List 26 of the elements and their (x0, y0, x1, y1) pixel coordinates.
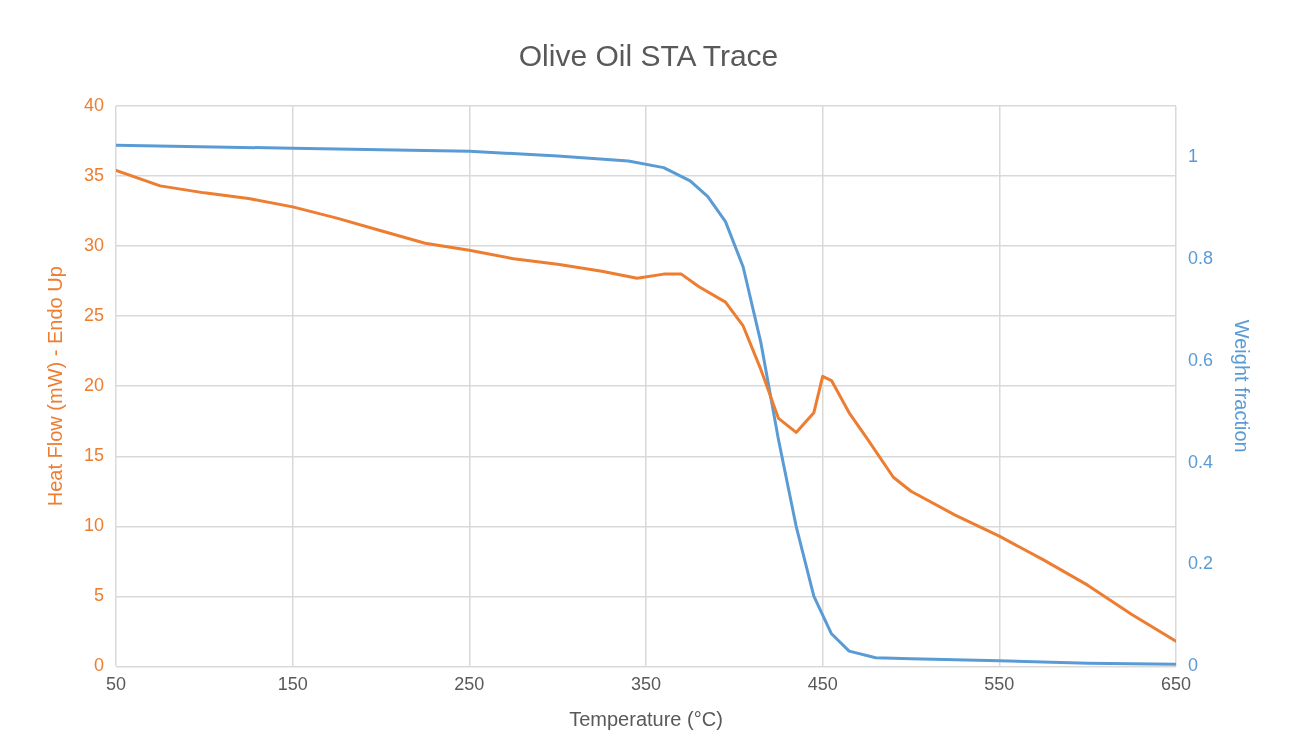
y-tick-label: 5 (94, 585, 105, 606)
y-tick-label: 20 (83, 375, 105, 396)
y2-tick-label: 0.4 (1187, 451, 1214, 472)
y2-axis-title: Weight fraction (1231, 319, 1254, 453)
chart-title: Olive Oil STA Trace (518, 39, 779, 73)
y2-tick-label: 0.6 (1187, 349, 1214, 370)
y2-tick-label: 0.8 (1187, 247, 1214, 268)
y-tick-label: 15 (83, 445, 105, 466)
x-tick-label: 350 (630, 674, 662, 695)
y-tick-label: 10 (83, 515, 105, 536)
y-axis-title: Heat Flow (mW) - Endo Up (43, 266, 66, 507)
x-tick-label: 50 (106, 674, 127, 695)
x-axis-title: Temperature (°C) (569, 707, 723, 730)
x-tick-label: 150 (277, 674, 308, 695)
x-tick-label: 550 (984, 674, 1015, 695)
x-tick-label: 650 (1160, 674, 1191, 695)
x-tick-label: 250 (454, 674, 485, 695)
y-tick-label: 30 (83, 235, 105, 256)
y2-tick-label: 0 (1187, 655, 1198, 676)
y-tick-label: 0 (94, 655, 105, 676)
y-tick-label: 40 (83, 94, 105, 115)
y-tick-label: 25 (83, 305, 105, 326)
y2-tick-label: 1 (1187, 145, 1198, 166)
x-tick-label: 450 (807, 674, 838, 695)
y2-tick-label: 0.2 (1187, 553, 1214, 574)
y-tick-label: 35 (83, 165, 105, 186)
